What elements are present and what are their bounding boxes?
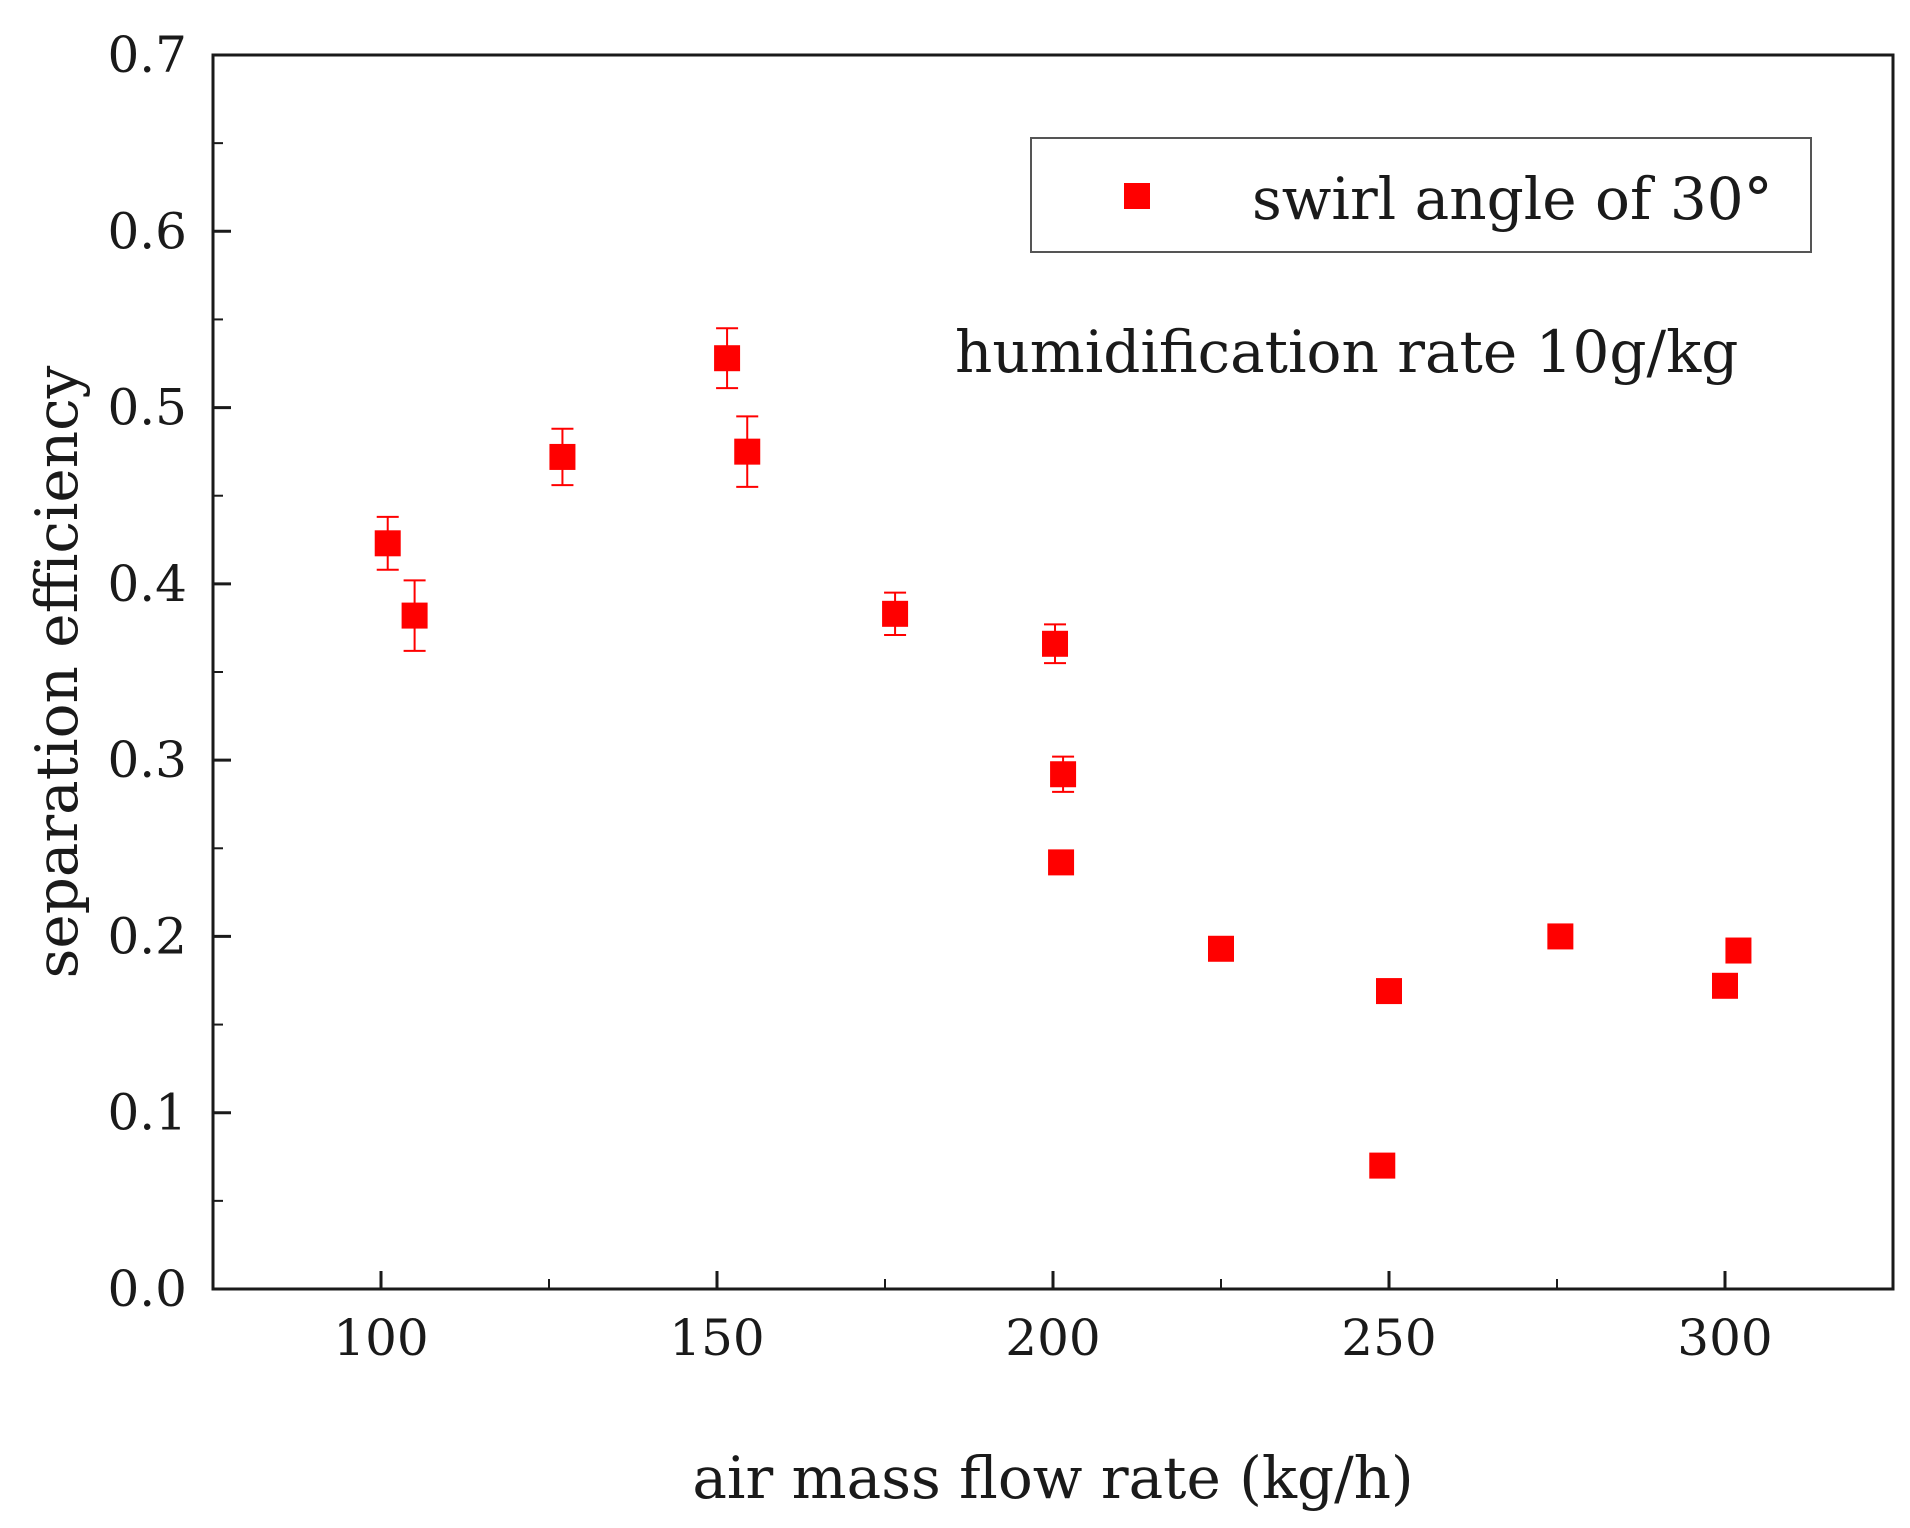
data-point xyxy=(714,345,741,372)
y-tick-label: 0.2 xyxy=(107,907,187,965)
x-tick-label: 250 xyxy=(1341,1309,1436,1367)
data-point xyxy=(1712,972,1738,999)
data-point xyxy=(401,602,428,629)
legend-label: swirl angle of 30° xyxy=(1252,165,1773,233)
y-axis-title: separation efficiency xyxy=(23,365,91,978)
x-axis: 100 150 200 250 300 xyxy=(333,1271,1773,1367)
legend: swirl angle of 30° xyxy=(1030,137,1812,253)
data-series xyxy=(374,327,1752,1179)
data-point xyxy=(1208,935,1234,962)
annotation-humidification-rate: humidification rate 10g/kg xyxy=(955,318,1738,386)
data-point xyxy=(1725,937,1752,964)
data-point xyxy=(549,443,576,470)
legend-marker-square xyxy=(1124,183,1150,209)
data-point xyxy=(1547,923,1574,950)
x-tick-label: 100 xyxy=(333,1309,428,1367)
data-point xyxy=(734,438,761,465)
data-point xyxy=(1050,761,1077,788)
x-tick-label: 150 xyxy=(669,1309,764,1367)
y-tick-label: 0.4 xyxy=(107,555,187,613)
y-tick-label: 0.1 xyxy=(107,1084,187,1142)
x-axis-title: air mass flow rate (kg/h) xyxy=(692,1444,1413,1512)
x-tick-label: 300 xyxy=(1677,1309,1772,1367)
y-tick-label: 0.6 xyxy=(107,202,187,260)
y-axis: 0.0 0.1 0.2 0.3 0.4 0.5 0.6 0.7 xyxy=(107,26,231,1318)
data-point xyxy=(1369,1152,1396,1179)
data-point xyxy=(882,600,909,627)
x-tick-label: 200 xyxy=(1005,1309,1100,1367)
y-tick-label: 0.3 xyxy=(107,731,187,789)
data-point xyxy=(1376,978,1402,1005)
data-point xyxy=(1048,849,1075,876)
data-point xyxy=(1042,630,1069,657)
y-tick-label: 0.0 xyxy=(107,1260,187,1318)
y-tick-label: 0.5 xyxy=(107,379,187,437)
y-tick-label: 0.7 xyxy=(107,26,187,84)
legend-box xyxy=(1030,137,1812,253)
data-point xyxy=(374,530,401,557)
